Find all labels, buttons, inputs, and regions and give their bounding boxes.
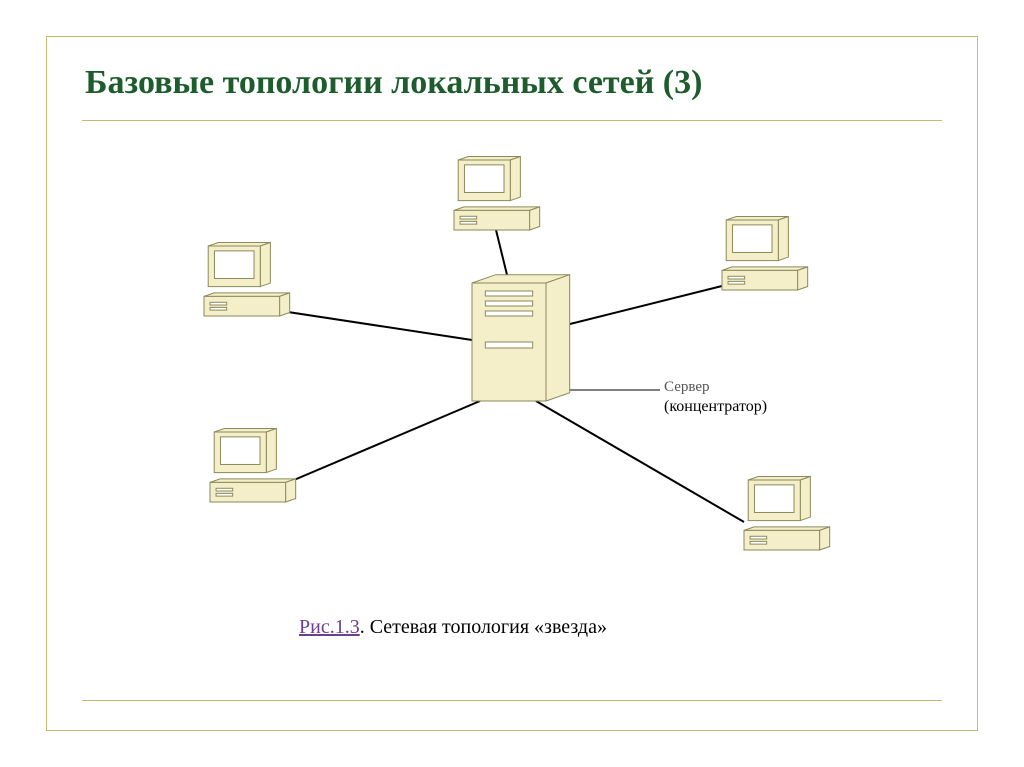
edge-pc-bottom-right xyxy=(536,401,744,522)
edge-pc-bottom-left xyxy=(294,401,480,480)
pc-bottom-left xyxy=(210,428,296,502)
edge-pc-top-right xyxy=(546,286,722,330)
server-label-line2: (концентратор) xyxy=(664,397,767,417)
star-topology-diagram xyxy=(0,0,1024,767)
figure-ref-link[interactable]: Рис.1.3 xyxy=(299,616,360,638)
pc-top-left xyxy=(204,242,290,316)
figure-caption: Рис.1.3. Сетевая топология «звезда» xyxy=(299,616,607,639)
edge-pc-top-left xyxy=(288,312,472,340)
pc-top-right xyxy=(722,216,808,290)
server-label-line1: Сервер xyxy=(664,378,767,397)
pc-top xyxy=(454,156,540,230)
divider-bottom xyxy=(82,700,942,701)
server-label: Сервер (концентратор) xyxy=(664,378,767,417)
server-node xyxy=(472,275,570,401)
figure-caption-text: . Сетевая топология «звезда» xyxy=(360,616,607,638)
slide: Базовые топологии локальных сетей (3) Се… xyxy=(0,0,1024,767)
pc-bottom-right xyxy=(744,476,830,550)
